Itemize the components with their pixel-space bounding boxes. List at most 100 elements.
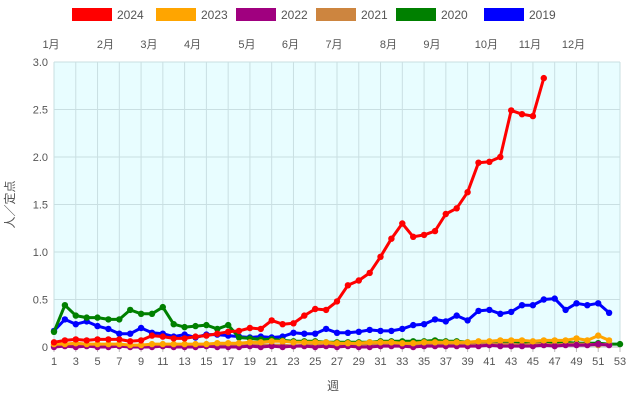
month-label: 7月 bbox=[325, 39, 342, 51]
data-point-2023 bbox=[355, 340, 362, 347]
x-tick-label: 37 bbox=[440, 356, 452, 368]
x-tick-label: 7 bbox=[116, 356, 122, 368]
data-point-2024 bbox=[246, 324, 254, 332]
data-point-2024 bbox=[540, 74, 547, 82]
month-label: 12月 bbox=[562, 39, 585, 51]
data-point-2020 bbox=[148, 310, 156, 317]
month-label: 11月 bbox=[519, 39, 541, 51]
data-point-2019 bbox=[464, 317, 471, 324]
data-point-2020 bbox=[137, 310, 145, 317]
legend-label: 2021 bbox=[361, 8, 388, 22]
data-point-2024 bbox=[235, 327, 243, 335]
data-point-2024 bbox=[301, 312, 308, 319]
data-point-2024 bbox=[279, 321, 286, 328]
data-point-2024 bbox=[268, 317, 275, 324]
data-point-2022 bbox=[508, 342, 515, 350]
legend-swatch bbox=[484, 8, 524, 21]
data-point-2020 bbox=[225, 321, 232, 329]
data-point-2022 bbox=[366, 343, 373, 351]
data-point-2023 bbox=[312, 339, 319, 346]
data-point-2024 bbox=[399, 220, 406, 227]
data-point-2019 bbox=[137, 324, 145, 332]
data-point-2020 bbox=[214, 325, 221, 333]
data-point-2024 bbox=[453, 205, 460, 212]
data-point-2024 bbox=[50, 339, 58, 346]
data-point-2022 bbox=[518, 342, 526, 350]
data-point-2020 bbox=[116, 316, 123, 323]
x-tick-label: 5 bbox=[94, 356, 100, 368]
grid-lines bbox=[53, 61, 621, 348]
data-point-2020 bbox=[105, 316, 112, 323]
legend-item-2020[interactable]: 2020 bbox=[396, 8, 468, 22]
series-line-2024 bbox=[53, 77, 546, 344]
data-point-2023 bbox=[420, 339, 428, 346]
data-point-2023 bbox=[388, 339, 395, 346]
data-point-2019 bbox=[127, 330, 134, 337]
data-point-2024 bbox=[486, 158, 493, 165]
legend-item-2023[interactable]: 2023 bbox=[156, 8, 228, 22]
month-label: 5月 bbox=[238, 39, 255, 51]
legend-item-2024[interactable]: 2024 bbox=[72, 8, 144, 22]
x-tick-label: 1 bbox=[51, 356, 57, 368]
legend-swatch bbox=[156, 8, 196, 21]
y-tick-label: 2.5 bbox=[33, 105, 48, 117]
data-point-2019 bbox=[290, 329, 297, 336]
month-label: 8月 bbox=[380, 39, 397, 51]
data-point-2023 bbox=[94, 340, 101, 348]
data-point-2023 bbox=[453, 339, 460, 346]
legend-swatch bbox=[316, 8, 356, 21]
data-point-2024 bbox=[475, 159, 482, 166]
data-point-2020 bbox=[159, 303, 166, 311]
data-point-2019 bbox=[399, 325, 406, 333]
data-point-2019 bbox=[605, 309, 613, 316]
data-point-2024 bbox=[431, 227, 439, 235]
data-point-2024 bbox=[94, 336, 101, 343]
data-point-2022 bbox=[605, 341, 613, 349]
legend-item-2022[interactable]: 2022 bbox=[236, 8, 308, 22]
data-point-2023 bbox=[497, 337, 504, 344]
data-point-2019 bbox=[420, 321, 428, 328]
legend-swatch bbox=[72, 8, 112, 21]
x-tick-label: 43 bbox=[505, 356, 517, 368]
data-point-2023 bbox=[529, 338, 537, 345]
legend-item-2019[interactable]: 2019 bbox=[484, 8, 556, 22]
data-point-2022 bbox=[268, 342, 275, 350]
data-point-2019 bbox=[312, 330, 319, 337]
x-tick-label: 11 bbox=[157, 356, 168, 368]
x-tick-label: 15 bbox=[200, 356, 212, 368]
data-point-2024 bbox=[529, 112, 537, 120]
y-tick-label: 0 bbox=[42, 342, 48, 354]
data-point-2023 bbox=[225, 340, 232, 347]
data-point-2020 bbox=[127, 306, 134, 314]
data-point-2019 bbox=[431, 316, 439, 323]
data-point-2024 bbox=[192, 333, 199, 340]
data-point-2024 bbox=[366, 269, 373, 277]
x-tick-label: 41 bbox=[483, 356, 495, 368]
legend-label: 2020 bbox=[441, 8, 468, 22]
data-point-2024 bbox=[290, 320, 297, 327]
x-tick-label: 3 bbox=[73, 356, 79, 368]
data-point-2023 bbox=[410, 340, 417, 347]
data-point-2024 bbox=[159, 333, 166, 340]
data-point-2023 bbox=[486, 338, 493, 345]
legend-label: 2023 bbox=[201, 8, 228, 22]
data-point-2024 bbox=[312, 305, 319, 313]
y-tick-label: 1.0 bbox=[33, 247, 48, 259]
legend-item-2021[interactable]: 2021 bbox=[316, 8, 388, 22]
x-tick-label: 47 bbox=[549, 356, 561, 368]
data-point-2023 bbox=[377, 339, 384, 346]
data-point-2024 bbox=[61, 337, 69, 344]
data-point-2020 bbox=[72, 312, 80, 319]
data-point-2020 bbox=[170, 321, 177, 328]
data-point-2024 bbox=[322, 306, 330, 314]
data-point-2024 bbox=[214, 330, 221, 337]
data-point-2019 bbox=[540, 296, 547, 303]
data-point-2023 bbox=[333, 340, 341, 347]
legend-label: 2019 bbox=[529, 8, 556, 22]
data-point-2023 bbox=[181, 340, 188, 348]
x-tick-label: 29 bbox=[353, 356, 365, 368]
x-tick-label: 23 bbox=[287, 356, 299, 368]
data-point-2023 bbox=[192, 340, 199, 348]
y-tick-label: 0.5 bbox=[33, 295, 48, 307]
